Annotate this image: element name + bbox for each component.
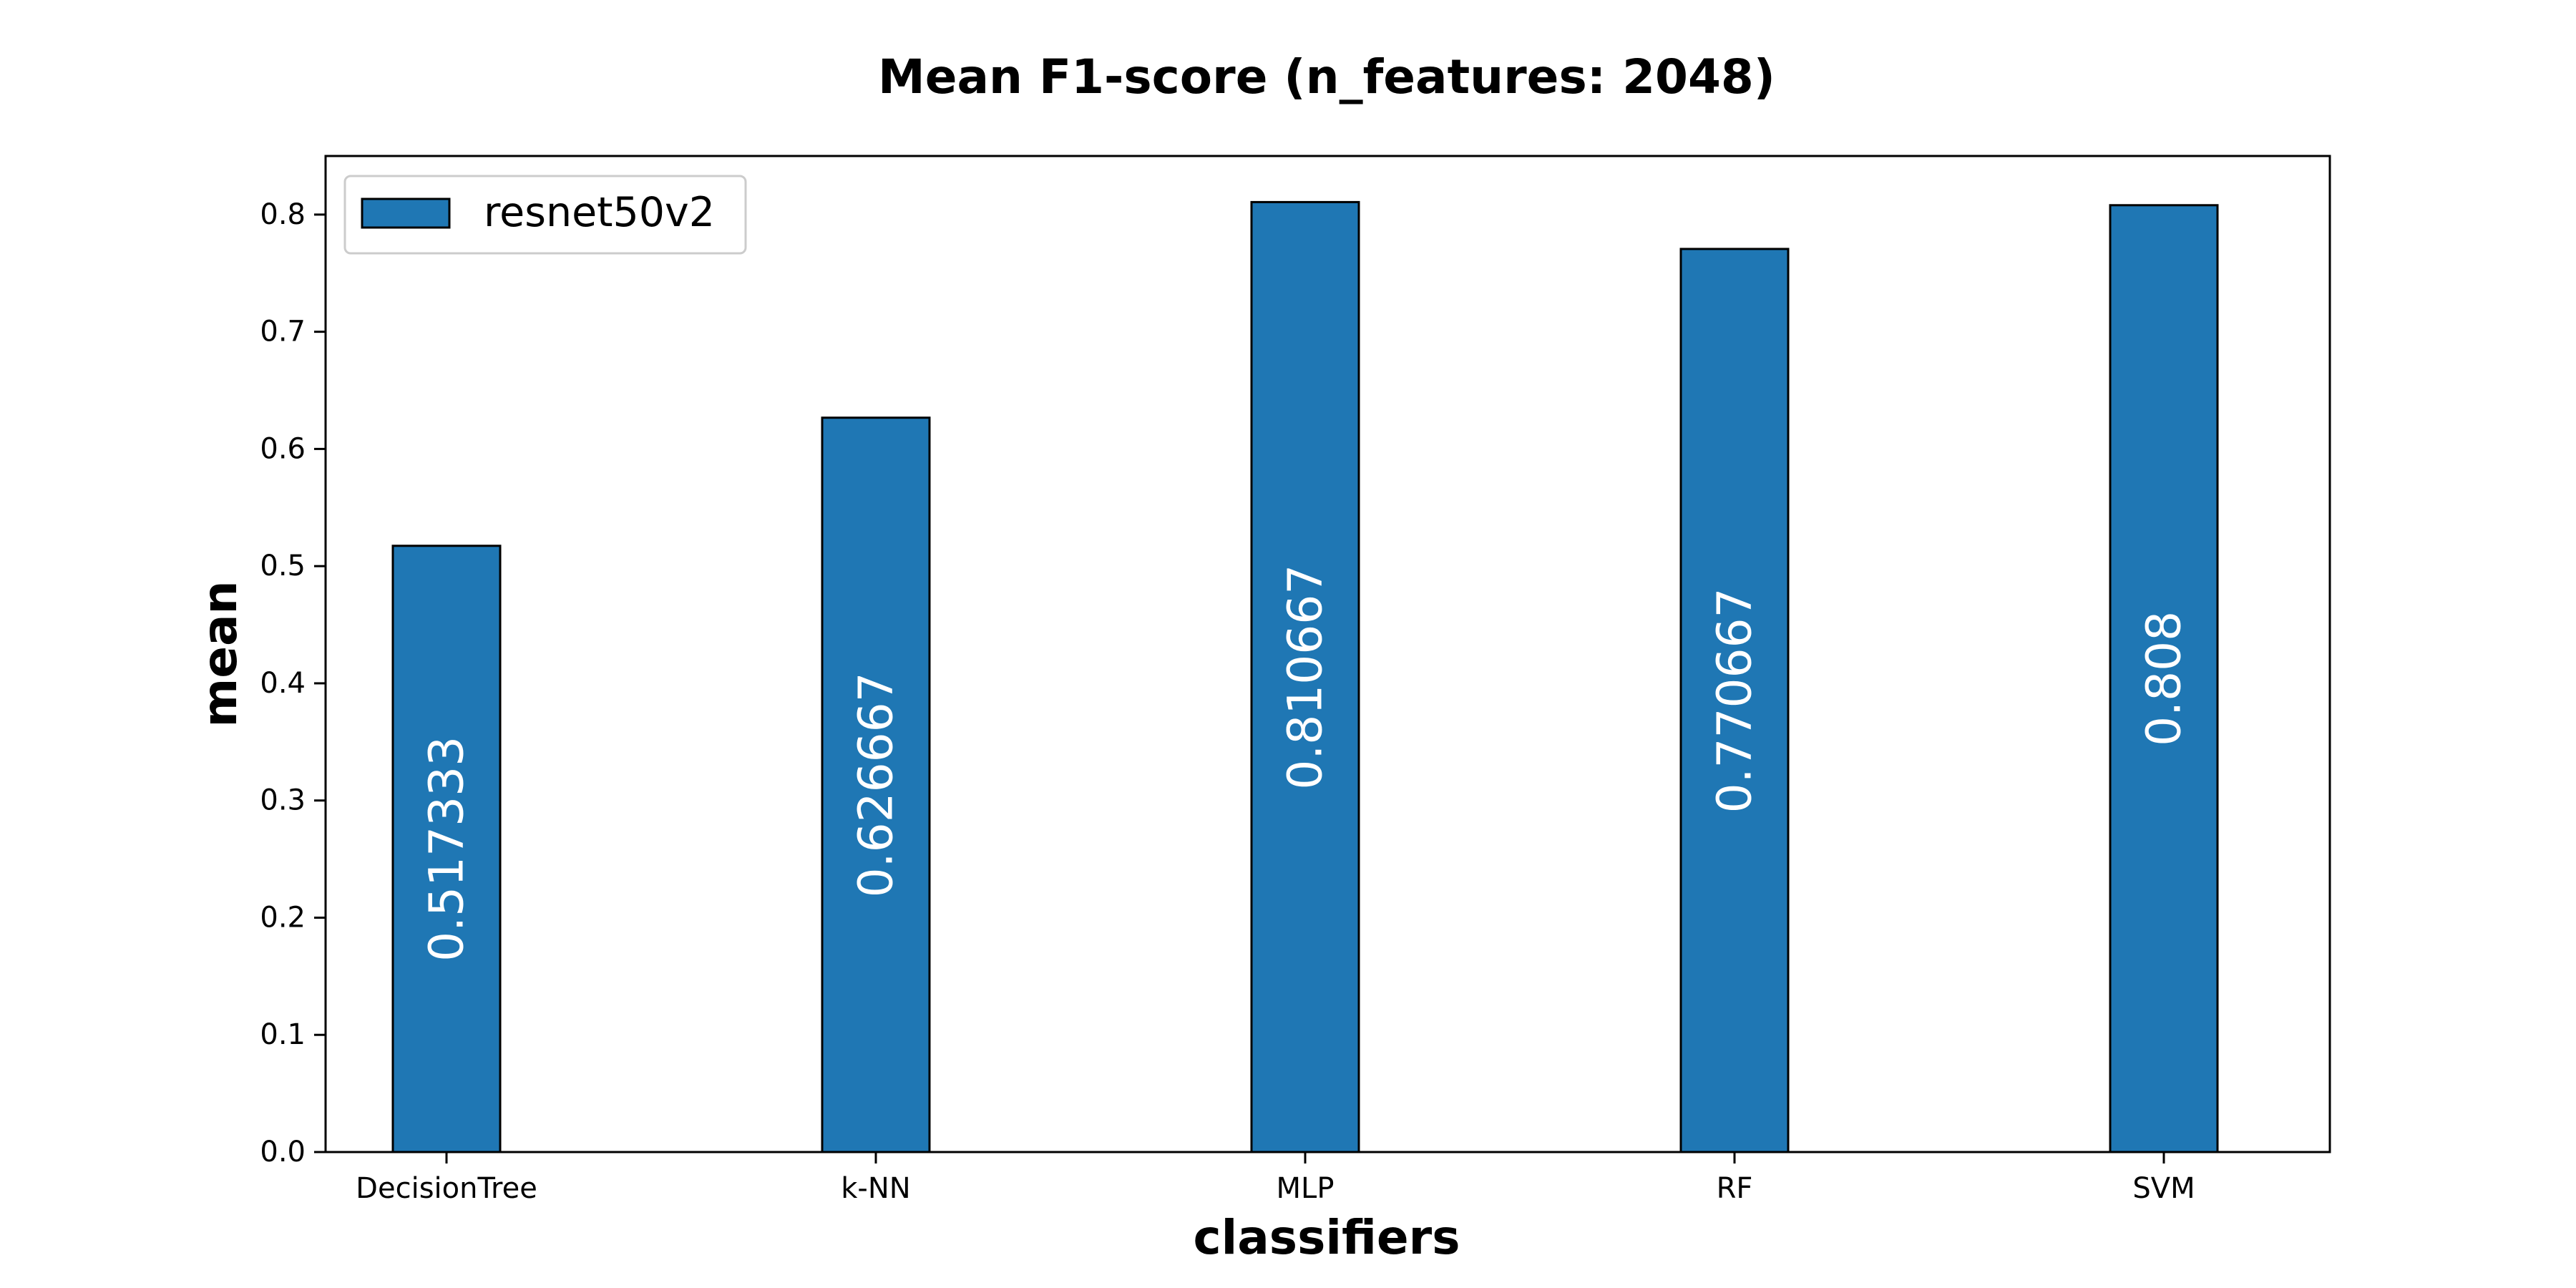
x-axis-ticks: DecisionTree k-NN MLP RF SVM xyxy=(356,1152,2195,1205)
bar-RF xyxy=(1679,248,1790,1153)
y-tick-label: 0.2 xyxy=(260,901,306,934)
y-axis-ticks: 0.0 0.1 0.2 0.3 0.4 0.5 0.6 0.7 0.8 xyxy=(260,198,326,1169)
y-tick-label: 0.1 xyxy=(260,1018,306,1051)
legend-box xyxy=(343,175,747,255)
legend-swatch xyxy=(361,197,451,229)
bar-value-label-RF: 0.770667 xyxy=(1707,587,1762,813)
bar-value-label-MLP: 0.810667 xyxy=(1278,565,1333,790)
y-tick-label: 0.5 xyxy=(260,550,306,582)
x-tick-label: SVM xyxy=(2132,1172,2195,1205)
bar-value-label-k-NN: 0.626667 xyxy=(849,672,904,897)
legend: resnet50v2 xyxy=(343,175,747,255)
x-tick-label: RF xyxy=(1717,1172,1753,1205)
plot-frame xyxy=(324,155,2331,1153)
bar-k-NN xyxy=(821,416,931,1153)
y-tick-label: 0.8 xyxy=(260,198,306,231)
x-tick-label: MLP xyxy=(1277,1172,1335,1205)
chart-title: Mean F1-score (n_features: 2048) xyxy=(878,49,1775,104)
bar-DecisionTree xyxy=(391,545,502,1153)
x-tick-label: k-NN xyxy=(841,1172,910,1205)
y-axis-label: mean xyxy=(192,580,248,727)
legend-label: resnet50v2 xyxy=(484,189,715,236)
bar-value-label-SVM: 0.808 xyxy=(2137,611,2192,746)
y-tick-label: 0.0 xyxy=(260,1136,306,1169)
y-tick-label: 0.7 xyxy=(260,316,306,348)
bar-value-label-DecisionTree: 0.517333 xyxy=(419,736,474,962)
x-tick-label: DecisionTree xyxy=(356,1172,537,1205)
y-tick-label: 0.4 xyxy=(260,667,306,700)
bar-labels-group: 0.517333 0.626667 0.810667 0.770667 0.808 xyxy=(419,565,2192,962)
bars-group xyxy=(391,200,2219,1153)
x-axis-label: classifiers xyxy=(1194,1210,1460,1265)
y-tick-label: 0.6 xyxy=(260,432,306,465)
y-tick-label: 0.3 xyxy=(260,784,306,817)
bar-MLP xyxy=(1250,200,1360,1153)
